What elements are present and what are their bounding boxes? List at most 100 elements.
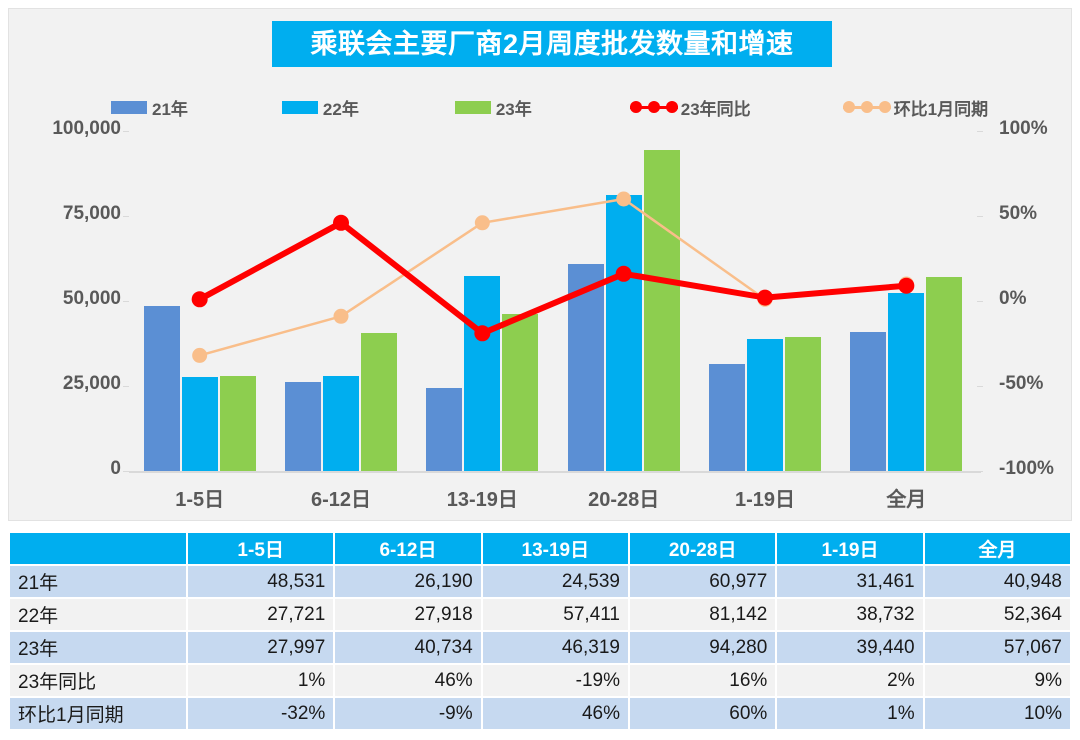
table-cell-21年-全月: 40,948: [924, 566, 1070, 597]
table-column-header-全月: 全月: [924, 533, 1070, 564]
table-cell-22年-20-28日: 81,142: [629, 599, 776, 630]
category-label-20-28日: 20-28日: [588, 489, 660, 511]
table-cell-23年-6-12日: 40,734: [335, 632, 481, 663]
table-row: 21年 48,531 26,190 24,539 60,977 31,461 40,948: [10, 566, 1070, 597]
table-cell-23年-13-19日: 46,319: [482, 632, 628, 663]
table-cell-23年-1-5日: 27,997: [188, 632, 334, 663]
legend-item-22年[interactable]: 22年: [281, 95, 359, 120]
marker-23年同比-全月[interactable]: [898, 277, 915, 294]
marker-23年同比-1-5日[interactable]: [191, 291, 208, 308]
data-table: 1-5日 6-12日 13-19日 20-28日 1-19日 全月 21年 48,531 26…: [8, 531, 1072, 731]
table-row-label-23年同比: 23年同比: [10, 665, 186, 696]
marker-环比1月同期-6-12日[interactable]: [333, 308, 349, 324]
bar-23年-1-19日[interactable]: [785, 336, 821, 471]
legend-item-环比1月同期[interactable]: 环比1月同期: [842, 95, 989, 120]
table-column-header-1-19日: 1-19日: [777, 533, 923, 564]
left-axis-tickmark: [123, 301, 129, 302]
table-cell-22年-全月: 52,364: [924, 599, 1070, 630]
x-axis-baseline: [129, 471, 981, 473]
table-cell-环比1月同期-1-5日: -32%: [188, 698, 334, 729]
table-cell-环比1月同期-全月: 10%: [924, 698, 1070, 729]
legend-label: 环比1月同期: [893, 99, 989, 119]
table-cell-21年-1-19日: 31,461: [777, 566, 923, 597]
category-label-13-19日: 13-19日: [446, 489, 518, 511]
category-label-1-19日: 1-19日: [734, 489, 795, 511]
table-cell-21年-13-19日: 24,539: [482, 566, 628, 597]
right-axis-tickmark: [977, 216, 983, 217]
bar-21年-1-5日[interactable]: [143, 306, 180, 471]
bar-23年-全月[interactable]: [926, 276, 963, 471]
table-cell-23年同比-13-19日: -19%: [482, 665, 628, 696]
bar-23年-13-19日[interactable]: [502, 313, 539, 471]
bar-group: [850, 131, 963, 471]
left-axis-tick: 25,000: [62, 373, 121, 394]
line-环比1月同期: [198, 197, 908, 357]
bar-swatch-icon: [281, 100, 318, 114]
legend-item-23年[interactable]: 23年: [454, 95, 532, 120]
left-axis-tickmark: [123, 471, 129, 472]
plot-area: [129, 131, 977, 471]
legend-label: 23年: [495, 99, 532, 119]
marker-环比1月同期-1-5日[interactable]: [192, 347, 208, 363]
category-label-1-5日: 1-5日: [175, 489, 225, 511]
bar-23年-6-12日[interactable]: [361, 332, 397, 471]
table-column-header-13-19日: 13-19日: [482, 533, 628, 564]
right-axis-tick: 100%: [999, 118, 1048, 139]
table-body: 21年 48,531 26,190 24,539 60,977 31,461 40,948 2…: [10, 566, 1070, 729]
bar-23年-20-28日[interactable]: [643, 150, 680, 471]
marker-环比1月同期-20-28日[interactable]: [616, 191, 632, 207]
bar-23年-1-5日[interactable]: [219, 375, 256, 471]
bar-21年-6-12日[interactable]: [285, 381, 321, 471]
marker-23年同比-20-28日[interactable]: [615, 265, 632, 282]
table-cell-23年同比-20-28日: 16%: [629, 665, 776, 696]
bar-22年-20-28日[interactable]: [605, 195, 642, 471]
table-cell-21年-6-12日: 26,190: [335, 566, 481, 597]
bar-21年-全月[interactable]: [850, 331, 887, 471]
marker-23年同比-1-19日[interactable]: [757, 289, 773, 306]
table-cell-23年同比-6-12日: 46%: [335, 665, 481, 696]
table-cell-23年-20-28日: 94,280: [629, 632, 776, 663]
table-cell-23年-全月: 57,067: [924, 632, 1070, 663]
bar-22年-全月[interactable]: [888, 292, 925, 471]
table-cell-23年同比-1-5日: 1%: [188, 665, 334, 696]
table-column-header-20-28日: 20-28日: [629, 533, 776, 564]
table-column-header-1-5日: 1-5日: [188, 533, 334, 564]
marker-23年同比-6-12日[interactable]: [333, 214, 349, 231]
table-cell-环比1月同期-1-19日: 1%: [777, 698, 923, 729]
left-axis-tick: 50,000: [62, 288, 121, 309]
table-cell-23年-1-19日: 39,440: [777, 632, 923, 663]
category-label-6-12日: 6-12日: [310, 489, 371, 511]
marker-23年同比-13-19日[interactable]: [474, 325, 491, 342]
bar-22年-1-5日[interactable]: [181, 376, 218, 471]
line-series-layer: [191, 191, 915, 363]
bar-21年-13-19日[interactable]: [426, 387, 463, 471]
marker-环比1月同期-13-19日[interactable]: [474, 215, 490, 231]
legend-item-23年同比[interactable]: 23年同比: [629, 95, 751, 120]
table-cell-23年同比-全月: 9%: [924, 665, 1070, 696]
line-marker-icon: [842, 100, 891, 114]
table-corner-cell: [10, 533, 186, 564]
bar-21年-20-28日[interactable]: [567, 263, 604, 471]
legend-label: 22年: [322, 99, 359, 119]
table-cell-22年-6-12日: 27,918: [335, 599, 481, 630]
bar-22年-6-12日[interactable]: [323, 376, 359, 471]
bar-21年-1-19日[interactable]: [709, 364, 745, 471]
line-marker-icon: [629, 100, 678, 114]
legend-item-21年[interactable]: 21年: [111, 95, 188, 120]
left-axis-tickmark: [123, 386, 129, 387]
bar-swatch-icon: [454, 100, 491, 114]
table-cell-22年-13-19日: 57,411: [482, 599, 628, 630]
chart-panel: 乘联会主要厂商2月周度批发数量和增速 21年 22年 23年 23年同比 环比1月同期 …: [8, 8, 1072, 521]
left-axis-tick: 0: [110, 458, 121, 479]
left-axis-tickmark: [123, 216, 129, 217]
bar-22年-1-19日[interactable]: [747, 339, 783, 471]
line-23年同比: [196, 219, 910, 337]
table-column-header-6-12日: 6-12日: [335, 533, 481, 564]
bar-22年-13-19日[interactable]: [464, 275, 501, 471]
right-axis-tick: -100%: [999, 458, 1054, 479]
bar-group: [567, 131, 680, 471]
table-header-row: 1-5日 6-12日 13-19日 20-28日 1-19日 全月: [10, 533, 1070, 564]
right-axis-tick: 50%: [999, 203, 1038, 224]
table-cell-环比1月同期-20-28日: 60%: [629, 698, 776, 729]
table-cell-22年-1-5日: 27,721: [188, 599, 334, 630]
